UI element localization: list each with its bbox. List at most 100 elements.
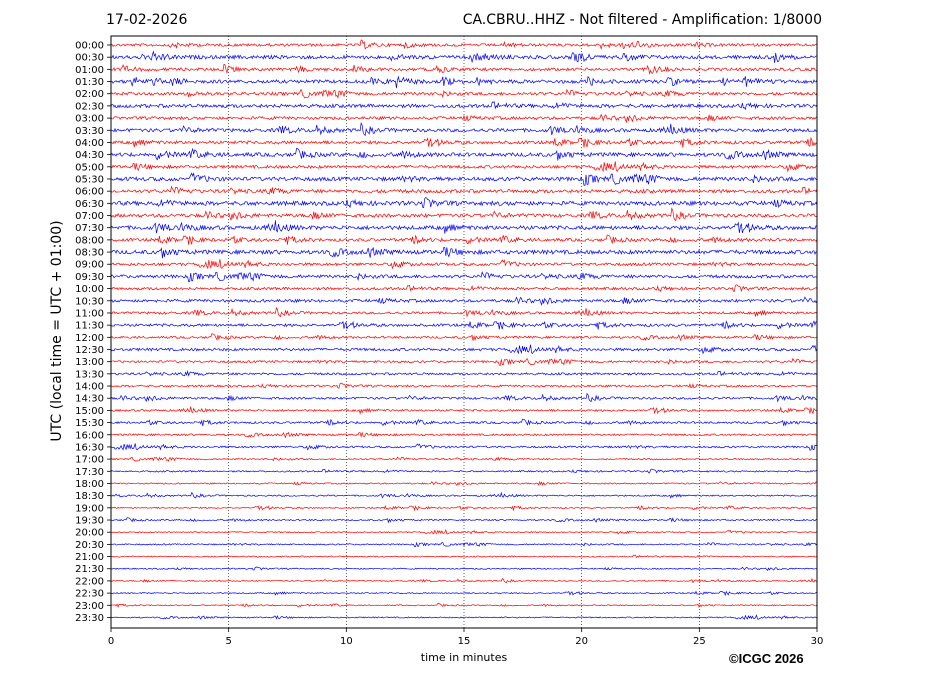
y-tick-label-10:30: 10:30 [75, 296, 104, 307]
grid-lines [228, 36, 700, 628]
trace-06:00 [110, 185, 818, 195]
y-tick-label-07:30: 07:30 [75, 223, 104, 234]
trace-07:30 [110, 220, 818, 234]
x-tick-label-30: 30 [811, 636, 824, 647]
trace-08:00 [110, 234, 818, 245]
y-tick-label-19:00: 19:00 [75, 503, 104, 514]
y-tick-label-18:30: 18:30 [75, 491, 104, 502]
trace-01:30 [110, 75, 818, 89]
y-tick-label-17:30: 17:30 [75, 467, 104, 478]
trace-13:30 [110, 370, 818, 377]
y-tick-label-19:30: 19:30 [75, 516, 104, 527]
y-tick-label-00:30: 00:30 [75, 53, 104, 64]
trace-03:00 [110, 113, 818, 124]
x-tick-label-0: 0 [108, 636, 114, 647]
trace-10:30 [110, 296, 818, 307]
trace-04:30 [110, 147, 818, 161]
date-label: 17-02-2026 [106, 12, 188, 28]
y-tick-label-00:00: 00:00 [75, 41, 104, 52]
y-tick-label-18:00: 18:00 [75, 479, 104, 490]
trace-12:30 [110, 344, 818, 355]
trace-14:30 [110, 392, 818, 403]
trace-17:00 [110, 456, 818, 462]
trace-00:00 [110, 39, 818, 51]
trace-15:00 [110, 406, 818, 415]
trace-02:30 [110, 101, 818, 111]
trace-14:00 [110, 382, 818, 389]
x-tick-label-25: 25 [693, 636, 706, 647]
trace-11:00 [110, 307, 818, 318]
trace-05:30 [110, 172, 818, 186]
trace-21:00 [110, 554, 818, 558]
plot-frame [110, 35, 818, 629]
trace-21:30 [110, 566, 818, 572]
y-tick-label-20:00: 20:00 [75, 528, 104, 539]
y-axis-label: UTC (local time = UTC + 01:00) [49, 220, 65, 442]
y-tick-label-06:30: 06:30 [75, 199, 104, 210]
y-tick-label-02:30: 02:30 [75, 101, 104, 112]
y-tick-label-17:00: 17:00 [75, 455, 104, 466]
y-tick-label-16:00: 16:00 [75, 430, 104, 441]
y-tick-label-09:30: 09:30 [75, 272, 104, 283]
y-tick-label-11:30: 11:30 [75, 321, 104, 332]
trace-16:30 [110, 443, 818, 451]
x-tick-label-10: 10 [340, 636, 353, 647]
y-tick-label-09:00: 09:00 [75, 260, 104, 271]
y-tick-label-01:30: 01:30 [75, 77, 104, 88]
y-tick-label-21:30: 21:30 [75, 564, 104, 575]
trace-09:30 [110, 271, 818, 282]
y-tick-label-08:00: 08:00 [75, 235, 104, 246]
y-tick-label-10:00: 10:00 [75, 284, 104, 295]
y-tick-label-01:00: 01:00 [75, 65, 104, 76]
trace-04:00 [110, 136, 818, 148]
y-tick-label-22:30: 22:30 [75, 589, 104, 600]
y-tick-label-08:30: 08:30 [75, 248, 104, 259]
x-axis-ticks: 0 5 10 15 20 25 30 [108, 628, 824, 647]
copyright-label: ©ICGC 2026 [729, 651, 804, 666]
trace-16:00 [110, 431, 818, 439]
trace-20:00 [110, 529, 818, 535]
y-tick-label-13:00: 13:00 [75, 357, 104, 368]
y-tick-label-23:00: 23:00 [75, 601, 104, 612]
trace-13:00 [110, 357, 818, 366]
trace-06:30 [110, 197, 818, 209]
y-tick-label-03:00: 03:00 [75, 114, 104, 125]
trace-12:00 [110, 333, 818, 342]
y-tick-label-12:30: 12:30 [75, 345, 104, 356]
y-tick-label-15:30: 15:30 [75, 418, 104, 429]
trace-11:30 [110, 320, 818, 330]
y-tick-label-02:00: 02:00 [75, 89, 104, 100]
y-tick-label-07:00: 07:00 [75, 211, 104, 222]
trace-23:30 [110, 614, 818, 620]
trace-05:00 [110, 161, 818, 173]
trace-15:30 [110, 418, 818, 427]
trace-22:00 [110, 577, 818, 584]
station-title: CA.CBRU..HHZ - Not filtered - Amplificat… [462, 12, 822, 28]
trace-19:30 [110, 517, 818, 524]
x-tick-label-5: 5 [225, 636, 231, 647]
y-tick-label-15:00: 15:00 [75, 406, 104, 417]
y-tick-label-04:00: 04:00 [75, 138, 104, 149]
trace-01:00 [110, 63, 818, 75]
trace-18:00 [110, 480, 818, 487]
x-axis-label: time in minutes [420, 651, 508, 664]
y-tick-label-23:30: 23:30 [75, 613, 104, 624]
trace-07:00 [110, 207, 818, 222]
trace-00:30 [110, 50, 818, 64]
y-tick-label-14:00: 14:00 [75, 382, 104, 393]
x-tick-label-15: 15 [458, 636, 471, 647]
y-tick-label-12:00: 12:00 [75, 333, 104, 344]
trace-18:30 [110, 491, 818, 499]
y-tick-label-11:00: 11:00 [75, 308, 104, 319]
y-tick-label-14:30: 14:30 [75, 394, 104, 405]
y-tick-label-21:00: 21:00 [75, 552, 104, 563]
trace-17:30 [110, 468, 818, 474]
trace-10:00 [110, 284, 818, 293]
trace-23:00 [110, 603, 818, 609]
trace-20:30 [110, 541, 818, 547]
y-tick-label-05:30: 05:30 [75, 174, 104, 185]
trace-19:00 [110, 505, 818, 512]
trace-22:30 [110, 590, 818, 597]
y-tick-label-20:30: 20:30 [75, 540, 104, 551]
